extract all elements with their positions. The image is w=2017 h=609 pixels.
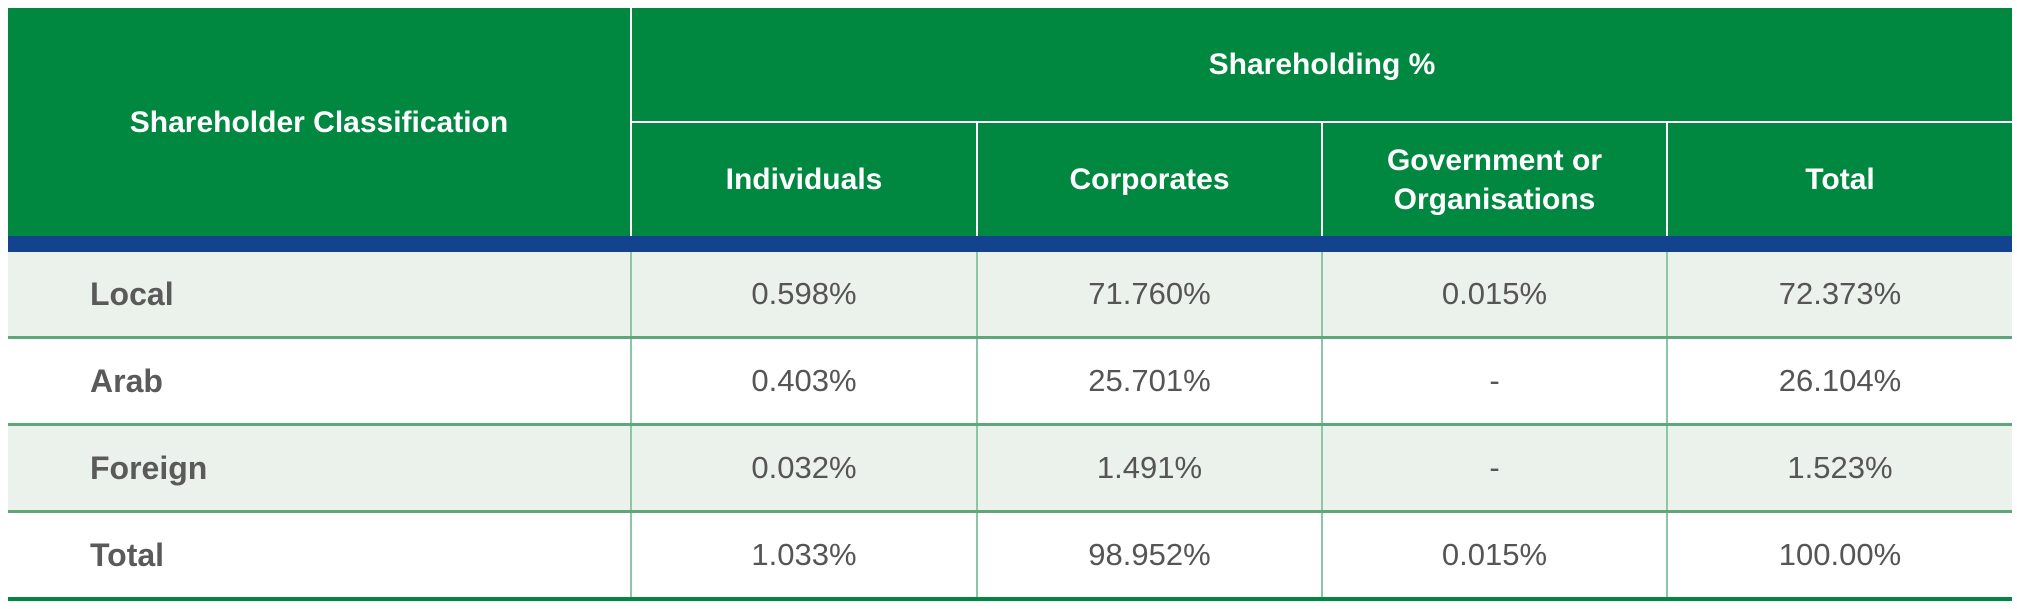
- cell-individuals: 0.403%: [631, 337, 978, 426]
- row-label: Arab: [8, 337, 632, 426]
- cell-total: 72.373%: [1667, 252, 2012, 339]
- cell-corporates: 71.760%: [977, 252, 1323, 339]
- cell-government: -: [1322, 337, 1668, 426]
- cell-individuals: 1.033%: [631, 511, 978, 601]
- header-shareholding-percent: Shareholding %: [631, 8, 2012, 123]
- header-individuals: Individuals: [631, 122, 978, 236]
- divider-bar-cell: [8, 236, 2012, 252]
- cell-individuals: 0.598%: [631, 252, 978, 339]
- cell-corporates: 25.701%: [977, 337, 1323, 426]
- row-label: Total: [8, 511, 632, 601]
- row-label: Local: [8, 252, 632, 339]
- header-shareholder-classification: Shareholder Classification: [8, 8, 632, 236]
- cell-total: 100.00%: [1667, 511, 2012, 601]
- cell-government: 0.015%: [1322, 511, 1668, 601]
- cell-total: 26.104%: [1667, 337, 2012, 426]
- table-header: Shareholder Classification Shareholding …: [8, 8, 2012, 236]
- table-row-foreign: Foreign 0.032% 1.491% - 1.523%: [8, 424, 2012, 513]
- header-corporates: Corporates: [977, 122, 1323, 236]
- table-row-local: Local 0.598% 71.760% 0.015% 72.373%: [8, 252, 2012, 339]
- cell-corporates: 98.952%: [977, 511, 1323, 601]
- header-total: Total: [1667, 122, 2012, 236]
- cell-government: -: [1322, 424, 1668, 513]
- table-body: Local 0.598% 71.760% 0.015% 72.373% Arab…: [8, 236, 2012, 601]
- cell-corporates: 1.491%: [977, 424, 1323, 513]
- shareholding-table-container: Shareholder Classification Shareholding …: [8, 8, 2012, 601]
- header-divider-bar: [8, 236, 2012, 252]
- cell-individuals: 0.032%: [631, 424, 978, 513]
- header-government-or-organisations: Government or Organisations: [1322, 122, 1668, 236]
- table-row-arab: Arab 0.403% 25.701% - 26.104%: [8, 337, 2012, 426]
- cell-government: 0.015%: [1322, 252, 1668, 339]
- cell-total: 1.523%: [1667, 424, 2012, 513]
- row-label: Foreign: [8, 424, 632, 513]
- table-row-total: Total 1.033% 98.952% 0.015% 100.00%: [8, 511, 2012, 601]
- shareholding-table: Shareholder Classification Shareholding …: [8, 8, 2012, 601]
